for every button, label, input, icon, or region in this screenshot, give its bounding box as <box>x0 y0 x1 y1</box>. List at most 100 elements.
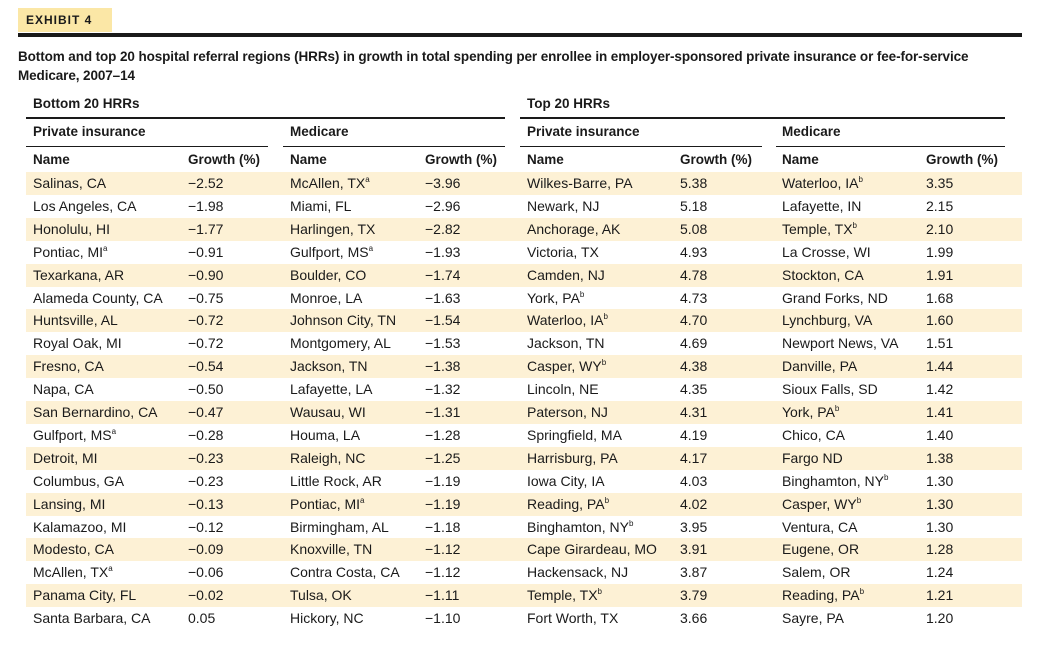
top-medicare-row-name: Lafayette, IN <box>782 195 861 218</box>
top-private-row-name: Wilkes-Barre, PA <box>527 172 633 195</box>
top-private-row-growth: 4.35 <box>680 381 708 398</box>
hrr-name: York, PA <box>782 404 835 420</box>
bottom-private-row-name: Royal Oak, MI <box>33 332 122 355</box>
bottom-medicare-row-growth: −1.54 <box>425 312 461 329</box>
bottom-private-row-name: Napa, CA <box>33 378 94 401</box>
hrr-name: Johnson City, TN <box>290 312 397 329</box>
bottom-medicare-row-growth: −1.74 <box>425 266 461 283</box>
bottom-medicare-row-name: Hickory, NC <box>290 607 364 630</box>
bottom-private-row-name: Lansing, MI <box>33 493 105 516</box>
hrr-name: Wausau, WI <box>290 404 366 420</box>
hrr-name: Detroit, MI <box>33 449 98 466</box>
row-band <box>26 492 1022 516</box>
hrr-name: Salem, OR <box>782 564 851 581</box>
bottom-medicare-row-name: Miami, FL <box>290 195 351 218</box>
hrr-name: Temple, TX <box>782 220 853 237</box>
top-private-row-name: Camden, NJ <box>527 264 605 287</box>
bottom-medicare-row-growth: −1.18 <box>425 518 461 535</box>
top-private-row-growth: 4.93 <box>680 243 708 260</box>
bottom-private-row-growth: −0.12 <box>188 518 224 535</box>
hrr-name: Hackensack, NJ <box>527 564 629 581</box>
hrr-name: Grand Forks, ND <box>782 289 888 306</box>
hrr-name: Monroe, LA <box>290 289 363 306</box>
bottom-medicare-row-growth: −1.11 <box>425 587 460 604</box>
top-medicare-row-growth: 1.91 <box>926 266 954 283</box>
top-private-row-growth: 4.02 <box>680 495 708 512</box>
top-private-row-growth: 4.19 <box>680 426 708 443</box>
hrr-name: Waterloo, IA <box>782 175 859 191</box>
hrr-name: Casper, WY <box>527 358 602 375</box>
bottom-medicare-row-growth: −2.96 <box>425 197 461 214</box>
hrr-name: Raleigh, NC <box>290 449 366 466</box>
bottom-medicare-row-name: Montgomery, AL <box>290 332 391 355</box>
hrr-name: Victoria, TX <box>527 243 599 260</box>
bottom-medicare-row-growth: −1.25 <box>425 449 461 466</box>
hrr-name: Waterloo, IA <box>527 312 604 329</box>
bottom-private-row-name: Modesto, CA <box>33 538 114 561</box>
exhibit-label: EXHIBIT 4 <box>18 8 112 32</box>
top-medicare-row-name: Fargo ND <box>782 447 843 470</box>
top-private-row-growth: 3.91 <box>680 541 708 558</box>
bottom-private-rule <box>26 146 268 147</box>
bottom-medicare-row-growth: −1.38 <box>425 358 461 375</box>
top-private-row-growth: 5.38 <box>680 175 708 191</box>
top-private-row-name: Casper, WYb <box>527 355 606 378</box>
bottom-medicare-row-growth: −1.32 <box>425 381 461 398</box>
top-private-row-name: Waterloo, IAb <box>527 309 608 332</box>
hrr-name: Little Rock, AR <box>290 472 382 489</box>
hrr-name: Lansing, MI <box>33 495 106 512</box>
bottom-medicare-row-name: Pontiac, MIa <box>290 493 364 516</box>
hrr-name: Contra Costa, CA <box>290 564 400 581</box>
top-medicare-row-growth: 1.99 <box>926 243 954 260</box>
top-medicare-row-growth: 1.24 <box>926 564 954 581</box>
footnote-marker: b <box>852 220 857 230</box>
row-band <box>26 217 1022 241</box>
top-rule <box>18 33 1022 37</box>
hrr-name: Montgomery, AL <box>290 335 391 352</box>
hrr-name: Temple, TX <box>527 587 598 604</box>
bottom-medicare-row-name: Contra Costa, CA <box>290 561 400 584</box>
top-private-row-name: Newark, NJ <box>527 195 599 218</box>
top-private-row-name: York, PAb <box>527 287 584 310</box>
top-medicare-label: Medicare <box>782 124 841 139</box>
top-medicare-row-name: Eugene, OR <box>782 538 859 561</box>
top-medicare-row-name: Reading, PAb <box>782 584 864 607</box>
top-private-row-growth: 4.78 <box>680 266 708 283</box>
top-medicare-row-growth: 1.60 <box>926 312 954 329</box>
hrr-name: Lafayette, IN <box>782 197 862 214</box>
top-medicare-row-name: Salem, OR <box>782 561 850 584</box>
bottom-medicare-row-growth: −1.93 <box>425 243 461 260</box>
top-medicare-row-name: Casper, WYb <box>782 493 861 516</box>
hrr-name: Gulfport, MS <box>33 426 112 443</box>
hrr-name: York, PA <box>527 289 580 306</box>
bottom-medicare-label: Medicare <box>290 124 349 139</box>
bottom-medicare-row-name: Houma, LA <box>290 424 360 447</box>
hrr-name: Napa, CA <box>33 381 94 398</box>
hrr-name: Panama City, FL <box>33 587 137 604</box>
hrr-name: Alameda County, CA <box>33 289 163 306</box>
top-private-row-name: Lincoln, NE <box>527 378 599 401</box>
top-medicare-row-name: Temple, TXb <box>782 218 857 241</box>
top-medicare-row-name: Newport News, VA <box>782 332 898 355</box>
hrr-name: San Bernardino, CA <box>33 404 158 420</box>
top-private-row-growth: 3.79 <box>680 587 708 604</box>
hrr-name: Pontiac, MI <box>33 243 104 260</box>
bottom-private-row-name: Los Angeles, CA <box>33 195 137 218</box>
top-private-label: Private insurance <box>527 124 640 139</box>
top-private-row-name: Anchorage, AK <box>527 218 620 241</box>
bottom-private-row-name: San Bernardino, CA <box>33 401 158 424</box>
hrr-name: Columbus, GA <box>33 472 125 489</box>
footnote-marker: a <box>365 175 370 184</box>
hrr-name: Fort Worth, TX <box>527 610 619 627</box>
hrr-name: Ventura, CA <box>782 518 858 535</box>
hrr-name: Reading, PA <box>782 587 860 604</box>
bottom-medicare-row-growth: −1.28 <box>425 426 461 443</box>
bottom-private-row-name: Honolulu, HI <box>33 218 110 241</box>
row-band <box>26 263 1022 287</box>
top-medicare-row-name: Danville, PA <box>782 355 857 378</box>
hrr-name: Binghamton, NY <box>527 518 629 535</box>
top-medicare-row-growth: 1.42 <box>926 381 954 398</box>
bottom-private-row-growth: −0.54 <box>188 358 224 375</box>
footnote-marker: b <box>628 518 634 528</box>
footnote-marker: b <box>601 358 607 368</box>
